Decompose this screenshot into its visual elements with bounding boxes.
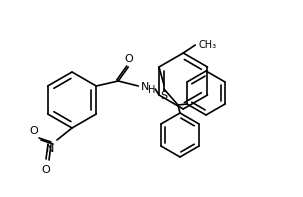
Text: O: O: [125, 54, 134, 64]
Text: S: S: [160, 91, 168, 101]
Text: N: N: [141, 82, 150, 92]
Text: H: H: [148, 85, 156, 95]
Text: CH₃: CH₃: [198, 40, 216, 50]
Text: O: O: [30, 126, 38, 136]
Text: O: O: [42, 165, 50, 175]
Text: N: N: [46, 144, 54, 154]
